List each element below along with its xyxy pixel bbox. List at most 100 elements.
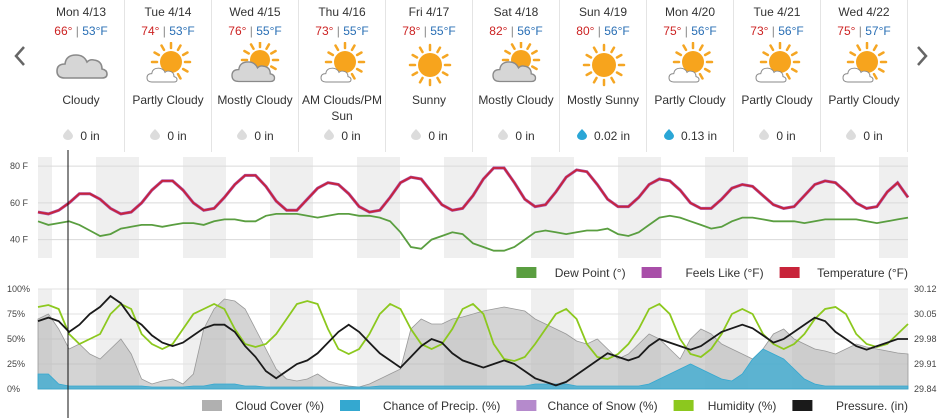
day-date: Tue 4/14 <box>144 5 192 19</box>
legend-swatch <box>779 267 800 278</box>
day-column[interactable]: Mon 4/20 75° | 56°F Partly Cloudy 0.13 i… <box>647 0 734 152</box>
day-date: Mon 4/20 <box>664 5 716 19</box>
high-temp: 74° <box>141 24 160 38</box>
y-tick-label-left: 25% <box>7 359 25 369</box>
low-temp: 55°F <box>343 24 369 38</box>
day-column[interactable]: Fri 4/17 78° | 55°F Sunny 0 in <box>386 0 473 152</box>
rain-drop-icon <box>663 128 675 143</box>
high-temp: 73° <box>750 24 769 38</box>
rain-drop-icon <box>149 128 161 143</box>
legend-label: Humidity (%) <box>708 399 777 413</box>
mostly-cloudy-icon <box>491 40 543 88</box>
day-column[interactable]: Wed 4/15 76° | 55°F Mostly Cloudy 0 in <box>212 0 299 152</box>
precip-amount: 0 in <box>776 128 796 143</box>
legend-label: Feels Like (°F) <box>685 266 763 280</box>
low-temp: 56°F <box>691 24 717 38</box>
low-temp: 56°F <box>604 24 630 38</box>
day-column[interactable]: Wed 4/22 75° | 57°F Partly Cloudy 0 in <box>821 0 908 152</box>
rain-drop-icon <box>410 128 422 143</box>
day-column[interactable]: Thu 4/16 73° | 55°F AM Clouds/PM Sun 0 i… <box>299 0 386 152</box>
pressure-line <box>37 294 908 387</box>
y-tick-label: 40 F <box>10 235 29 245</box>
day-date: Mon 4/13 <box>55 5 107 19</box>
high-temp: 78° <box>402 24 421 38</box>
day-date: Wed 4/15 <box>229 5 281 19</box>
day-column[interactable]: Mon 4/13 66° | 53°F Cloudy 0 in <box>38 0 125 152</box>
partly-cloudy-icon <box>317 41 369 88</box>
high-temp: 66° <box>54 24 73 38</box>
legend-swatch <box>516 267 537 278</box>
precip-amount: 0.02 in <box>593 128 631 143</box>
day-temps: 73° | 55°F <box>315 24 369 38</box>
precip-chance-area <box>37 348 909 390</box>
day-condition: Partly Cloudy <box>741 93 813 107</box>
day-condition: Mostly Cloudy <box>217 93 293 107</box>
day-temps: 66° | 53°F <box>54 24 108 38</box>
precip-amount: 0 in <box>341 128 361 143</box>
day-temps: 80° | 56°F <box>576 24 630 38</box>
high-temp: 75° <box>837 24 856 38</box>
cloud-icon <box>56 42 108 88</box>
high-temp: 75° <box>663 24 682 38</box>
partly-cloudy-icon <box>665 41 717 88</box>
humidity-line <box>37 300 909 362</box>
rain-drop-icon <box>62 128 74 143</box>
partly-cloudy-icon <box>143 41 195 88</box>
legend-swatch <box>202 400 222 411</box>
high-temp: 76° <box>228 24 247 38</box>
day-date: Fri 4/17 <box>408 5 450 19</box>
low-temp: 53°F <box>82 24 108 38</box>
partly-cloudy-icon <box>752 41 804 88</box>
previous-arrow-icon[interactable] <box>12 44 28 68</box>
day-column[interactable]: Sat 4/18 82° | 56°F Mostly Cloudy 0 in <box>473 0 560 152</box>
y-tick-label-right: 29.98 <box>914 334 937 344</box>
rain-drop-icon <box>845 128 857 143</box>
legend-label: Temperature (°F) <box>817 266 908 280</box>
day-precip: 0 in <box>125 128 211 143</box>
y-tick-label: 60 F <box>10 198 29 208</box>
day-date: Wed 4/22 <box>838 5 890 19</box>
day-temps: 73° | 56°F <box>750 24 804 38</box>
y-tick-label-left: 0% <box>7 384 20 394</box>
day-condition: Partly Cloudy <box>132 93 204 107</box>
rain-drop-icon <box>497 128 509 143</box>
day-temps: 78° | 55°F <box>402 24 456 38</box>
day-precip: 0 in <box>734 128 820 143</box>
low-temp: 55°F <box>256 24 282 38</box>
day-precip: 0 in <box>821 128 907 143</box>
partly-cloudy-icon <box>839 41 891 88</box>
day-condition: Mostly Sunny <box>566 93 640 107</box>
precip-amount: 0 in <box>80 128 100 143</box>
y-tick-label-right: 29.91 <box>914 359 937 369</box>
y-tick-label-left: 50% <box>7 334 25 344</box>
high-temp: 82° <box>489 24 508 38</box>
high-temp: 80° <box>576 24 595 38</box>
day-column[interactable]: Tue 4/14 74° | 53°F Partly Cloudy 0 in <box>125 0 212 152</box>
low-temp: 53°F <box>169 24 195 38</box>
day-date: Sat 4/18 <box>493 5 539 19</box>
day-column[interactable]: Tue 4/21 73° | 56°F Partly Cloudy 0 in <box>734 0 821 152</box>
legend-swatch <box>673 400 694 411</box>
day-condition: Partly Cloudy <box>654 93 726 107</box>
day-temps: 82° | 56°F <box>489 24 543 38</box>
day-condition: Partly Cloudy <box>828 93 900 107</box>
legend-label: Dew Point (°) <box>555 266 626 280</box>
day-precip: 0 in <box>473 128 559 143</box>
low-temp: 56°F <box>517 24 543 38</box>
precip-amount: 0.13 in <box>680 128 718 143</box>
legend-label: Chance of Snow (%) <box>548 399 658 413</box>
low-temp: 55°F <box>430 24 456 38</box>
high-temp: 73° <box>315 24 334 38</box>
legend-swatch <box>641 267 662 278</box>
legend-label: Chance of Precip. (%) <box>383 399 500 413</box>
day-temps: 76° | 55°F <box>228 24 282 38</box>
day-condition: AM Clouds/PM Sun <box>301 93 383 123</box>
y-tick-label-left: 100% <box>7 284 30 294</box>
legend-swatch <box>516 400 537 411</box>
day-column[interactable]: Sun 4/19 80° | 56°F Mostly Sunny 0.02 in <box>560 0 647 152</box>
next-arrow-icon[interactable] <box>914 44 930 68</box>
precip-amount: 0 in <box>254 128 274 143</box>
temperature-chart: 80 F 60 F 40 F Temperature (°F) Feels Like (… <box>10 150 910 282</box>
precip-amount: 0 in <box>167 128 187 143</box>
day-precip: 0.13 in <box>647 128 733 143</box>
